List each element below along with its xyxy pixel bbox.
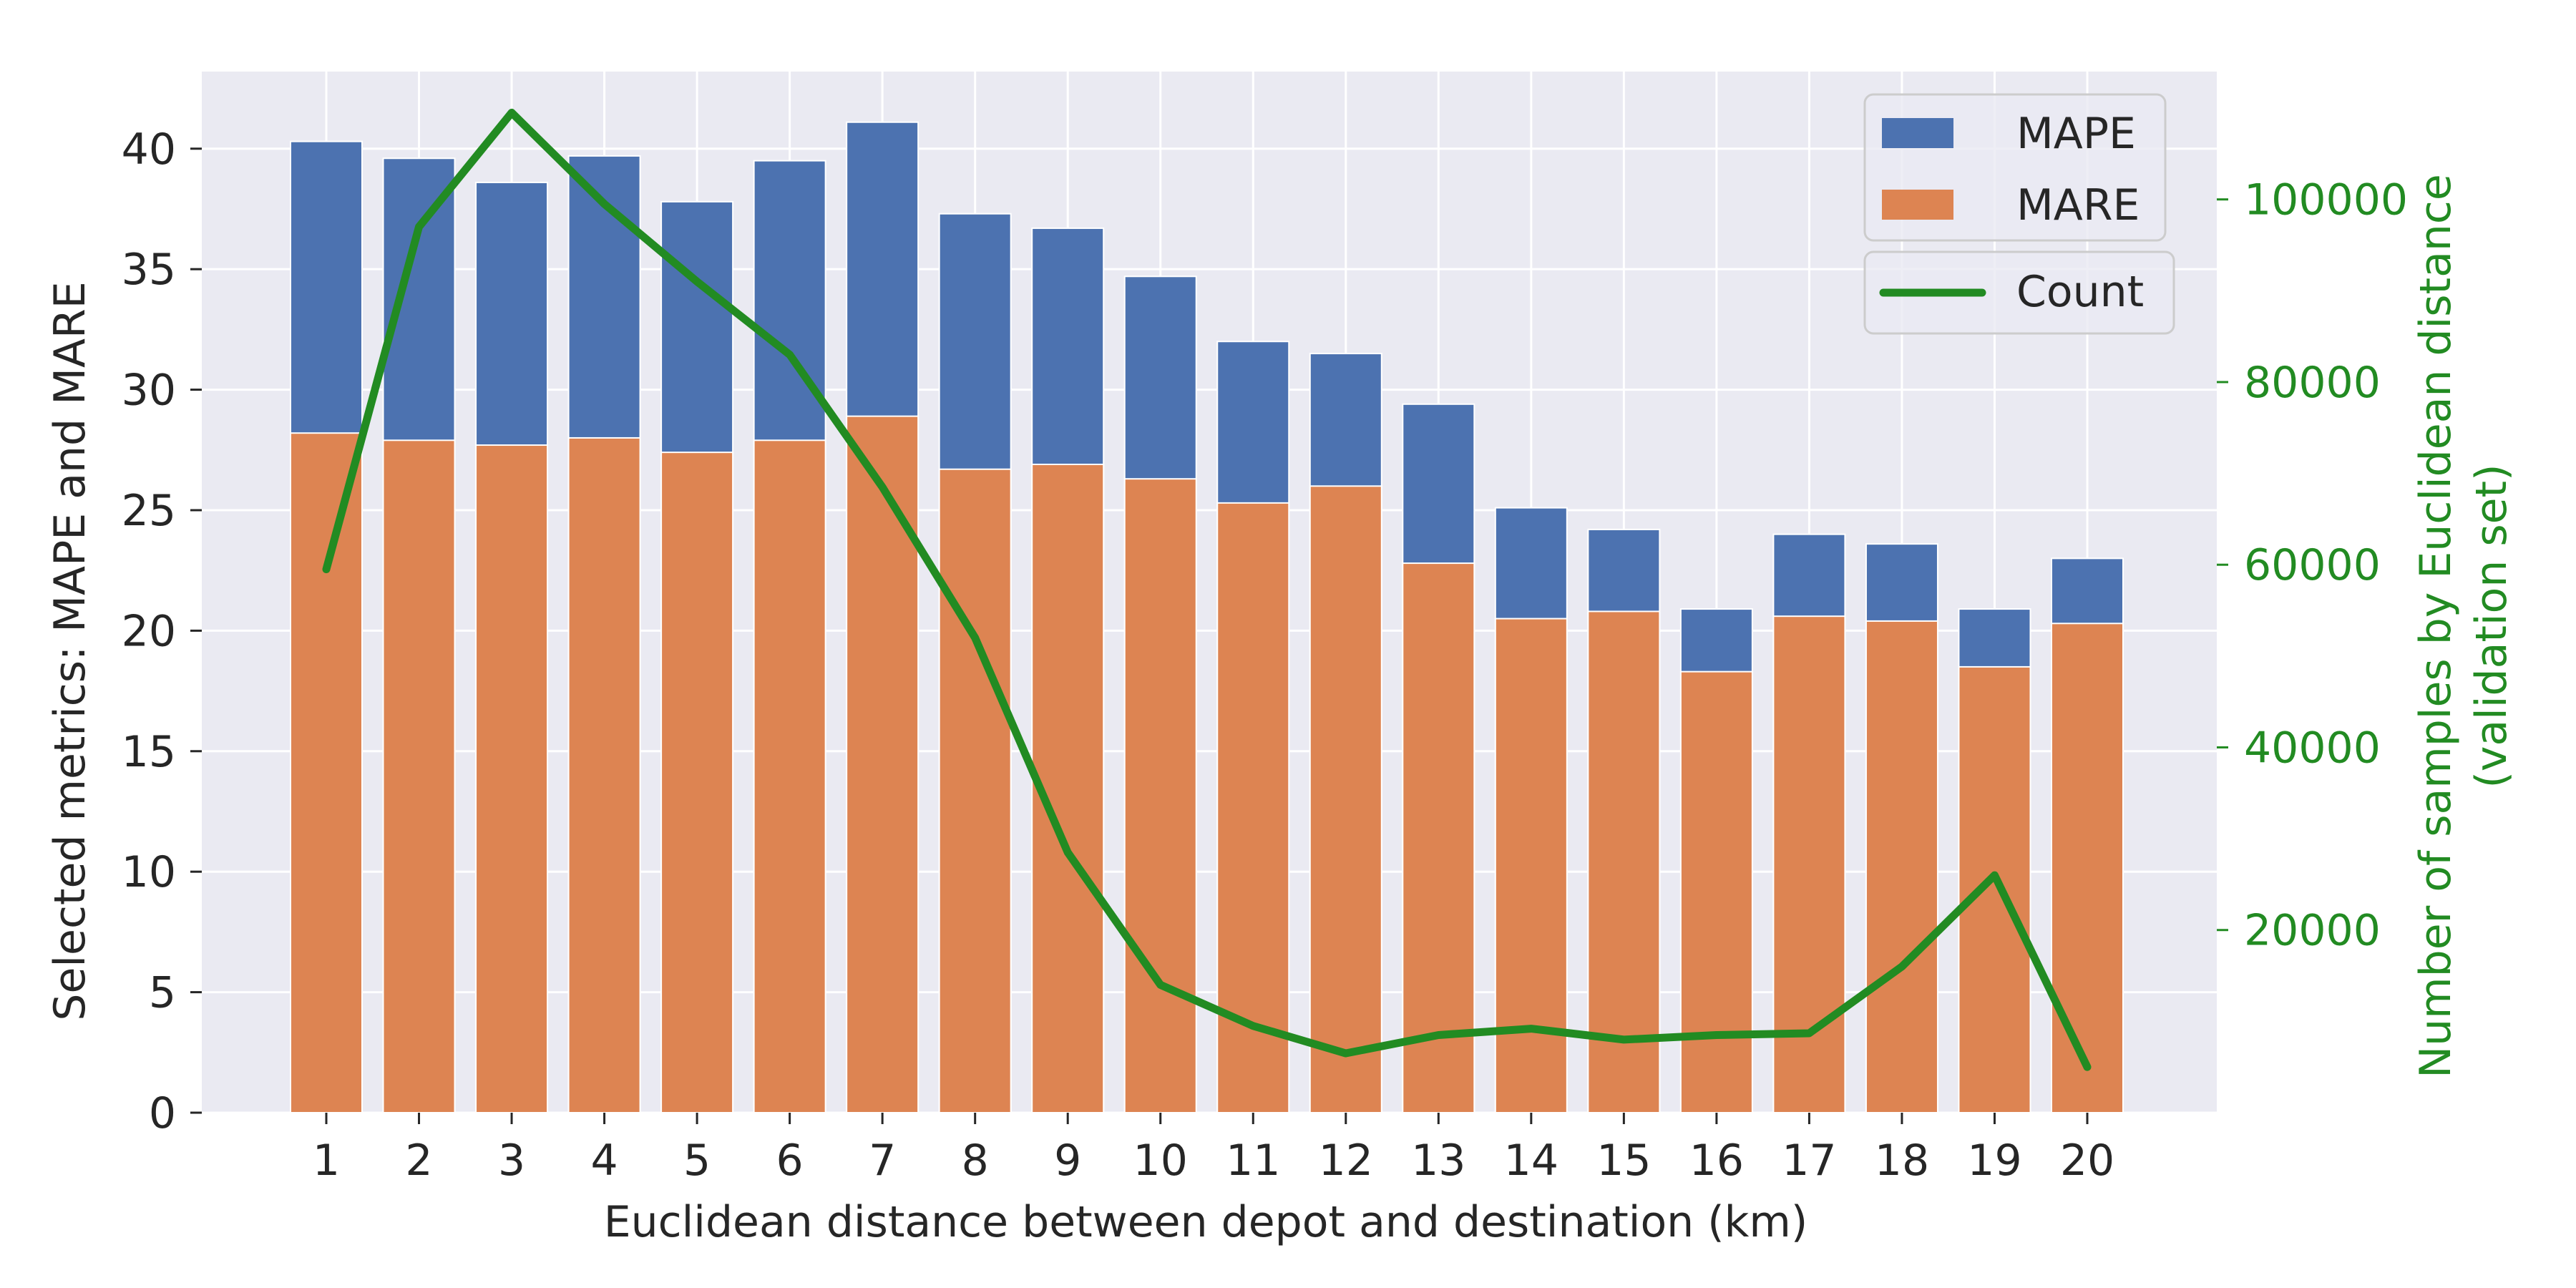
x-tick-label: 20 (2060, 1136, 2114, 1186)
x-tick-label: 8 (962, 1136, 989, 1186)
bar-mare (567, 436, 641, 1113)
bar-mare (475, 444, 549, 1113)
x-tick-label: 12 (1319, 1136, 1373, 1186)
x-axis-label: Euclidean distance between depot and des… (604, 1197, 1808, 1247)
x-tick-label: 10 (1133, 1136, 1188, 1186)
bar-mare (2051, 623, 2124, 1113)
y-tick-label-left: 40 (122, 125, 176, 175)
bar-mare (1216, 502, 1290, 1113)
x-tick-label: 17 (1782, 1136, 1836, 1186)
legend-label-mape: MAPE (2016, 109, 2136, 159)
legend-swatch-mape (1882, 118, 1953, 148)
legend-label-count: Count (2016, 267, 2144, 317)
y-tick-label-left: 30 (122, 366, 176, 416)
x-tick-label: 11 (1226, 1136, 1280, 1186)
x-tick-label: 3 (498, 1136, 525, 1186)
bar-mare (290, 432, 363, 1113)
bar-mare (753, 439, 826, 1113)
x-tick-label: 2 (405, 1136, 432, 1186)
y-tick-label-right: 80000 (2244, 358, 2381, 408)
bar-mare (1309, 485, 1382, 1113)
bar-mare (660, 452, 734, 1113)
bar-mare (1679, 670, 1753, 1113)
x-tick-label: 4 (590, 1136, 618, 1186)
y-axis-label-right-line2: (validation set) (2467, 464, 2517, 789)
x-tick-label: 1 (313, 1136, 340, 1186)
x-tick-label: 7 (869, 1136, 896, 1186)
x-tick-label: 9 (1054, 1136, 1081, 1186)
axis-labels-group: Euclidean distance between depot and des… (45, 174, 2517, 1247)
y-tick-label-right: 40000 (2244, 723, 2381, 773)
x-tick-label: 19 (1967, 1136, 2021, 1186)
bar-mare (1772, 615, 1846, 1113)
y-axis-label-left: Selected metrics: MAPE and MARE (45, 281, 95, 1020)
y-tick-label-left: 20 (122, 606, 176, 656)
bar-mare (1123, 478, 1197, 1113)
x-tick-label: 14 (1504, 1136, 1558, 1186)
bar-mare (1494, 618, 1568, 1113)
x-tick-label: 18 (1875, 1136, 1929, 1186)
y-tick-label-right: 100000 (2244, 175, 2408, 225)
x-tick-label: 5 (683, 1136, 711, 1186)
y-tick-label-left: 35 (122, 245, 176, 295)
legend-swatch-mare (1882, 190, 1953, 220)
y-tick-label-left: 10 (122, 847, 176, 897)
x-tick-label: 16 (1689, 1136, 1744, 1186)
y-tick-label-left: 15 (122, 727, 176, 777)
bar-mare (938, 468, 1012, 1113)
legend-box-line (1863, 250, 2175, 335)
x-tick-label: 13 (1411, 1136, 1465, 1186)
legend-label-mare: MARE (2016, 180, 2140, 230)
y-axis-label-right-line1: Number of samples by Euclidean distance (2411, 174, 2461, 1078)
y-tick-label-right: 60000 (2244, 540, 2381, 590)
bar-mare (382, 439, 456, 1113)
y-tick-label-right: 20000 (2244, 906, 2381, 956)
count-line (322, 108, 2092, 1071)
bar-mare (1865, 620, 1938, 1113)
x-tick-label: 6 (776, 1136, 804, 1186)
bar-mare (1958, 665, 2031, 1113)
bar-mare (1587, 610, 1661, 1113)
legend: MAPE MARE Count (1863, 93, 2175, 335)
y-tick-label-left: 0 (149, 1088, 176, 1138)
y-tick-label-left: 25 (122, 486, 176, 536)
count-line-group (322, 108, 2092, 1071)
bar-mare (1402, 562, 1475, 1113)
x-tick-label: 15 (1596, 1136, 1651, 1186)
y-tick-label-left: 5 (149, 968, 176, 1018)
